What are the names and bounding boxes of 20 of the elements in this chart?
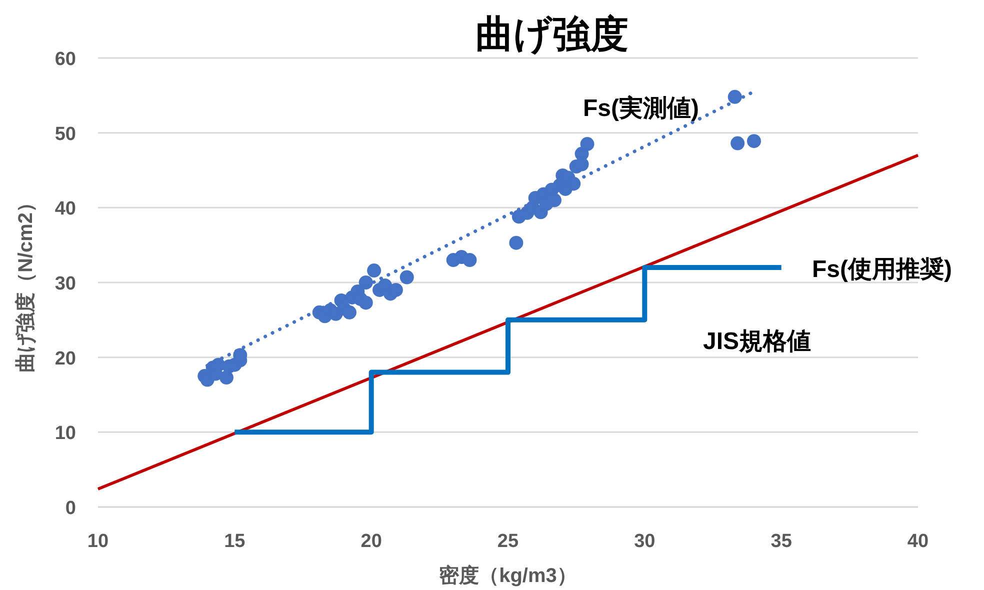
x-tick-label: 35 [770, 531, 792, 552]
annotation: Fs(使用推奨) [812, 256, 952, 283]
x-tick-label: 40 [907, 531, 929, 552]
x-tick-label: 10 [87, 531, 109, 552]
y-tick-label: 60 [54, 49, 76, 70]
y-tick-label: 40 [54, 198, 76, 220]
annotation: JIS規格値 [702, 328, 812, 355]
y-tick-label: 0 [65, 498, 76, 519]
annotation: Fs(実測値) [583, 94, 699, 122]
x-tick-label: 20 [360, 531, 382, 552]
x-tick-label: 25 [497, 531, 519, 552]
y-axis-title: 曲げ強度（N/cm2） [14, 192, 37, 373]
y-tick-label: 30 [54, 274, 76, 294]
y-tick-label: 20 [54, 348, 76, 370]
x-tick-label: 15 [224, 531, 246, 552]
y-tick-label: 10 [54, 423, 76, 444]
x-tick-label: 30 [634, 531, 656, 552]
y-tick-label: 50 [54, 124, 76, 145]
chart-title: 曲げ強度 [476, 13, 628, 56]
x-axis-title: 密度（kg/m3） [439, 564, 577, 587]
